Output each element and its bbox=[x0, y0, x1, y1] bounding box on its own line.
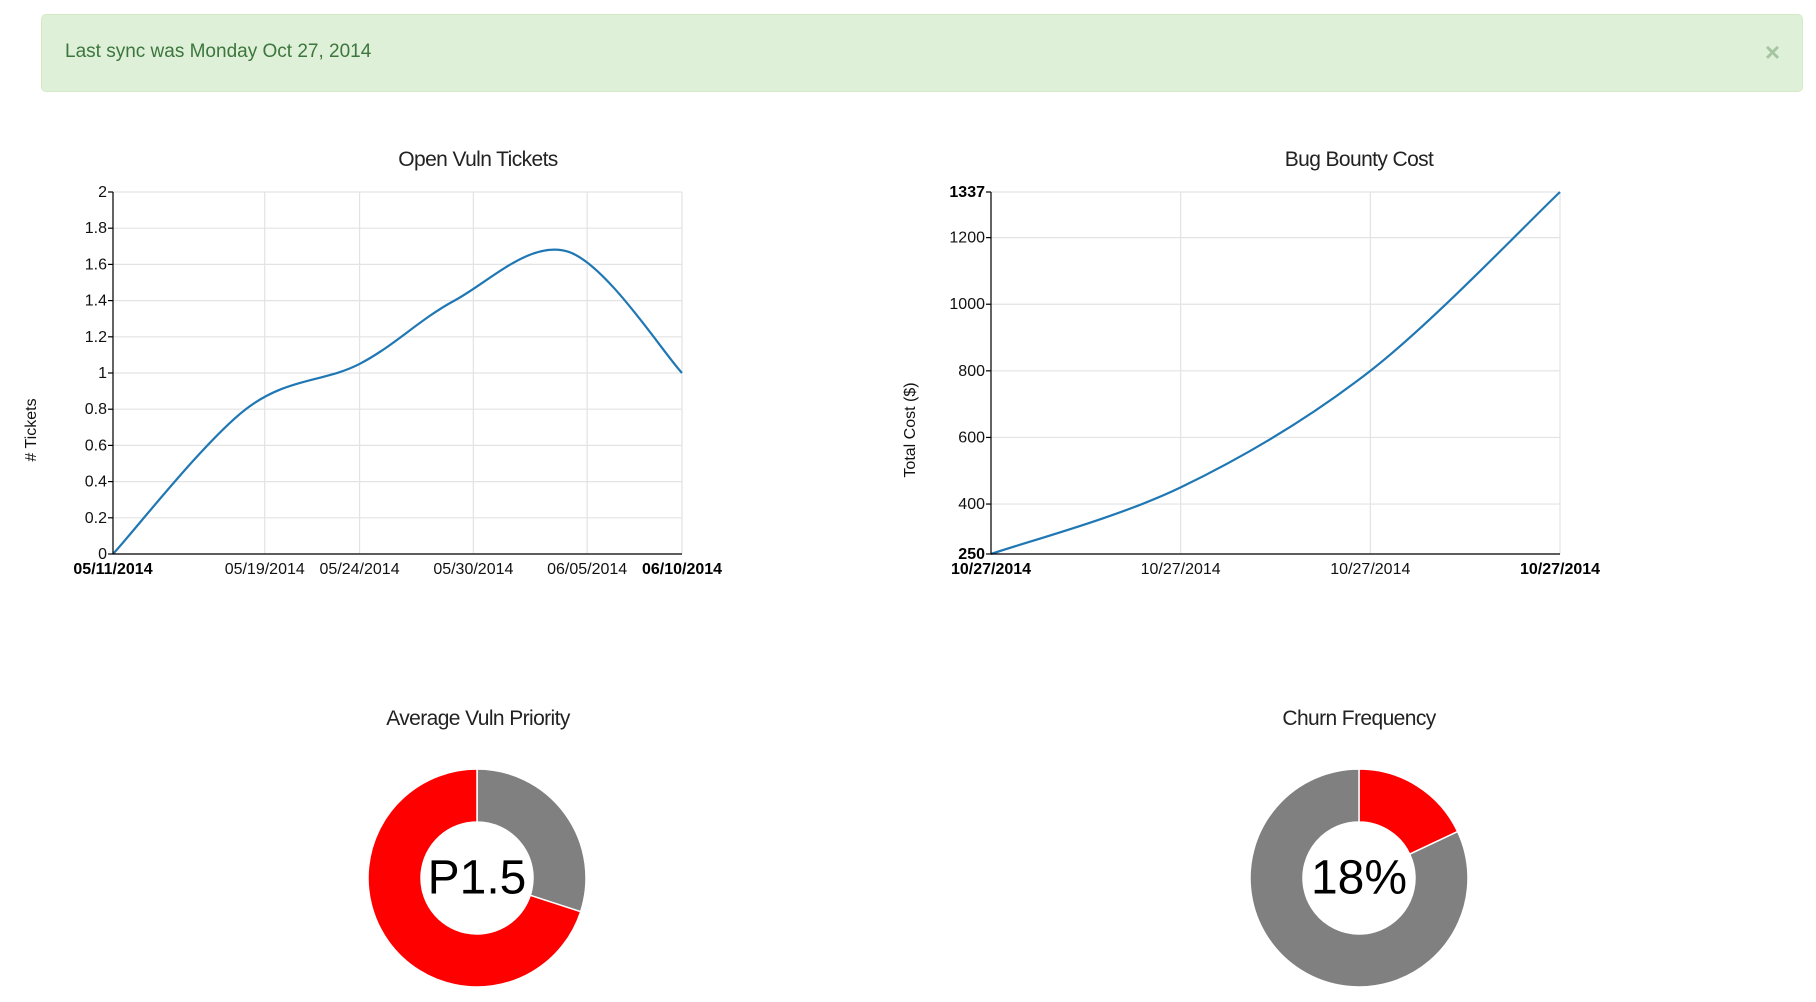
chart-title: Bug Bounty Cost bbox=[1285, 148, 1434, 171]
y-tick-label: 1 bbox=[98, 365, 107, 382]
bug-bounty-cost-chart: Bug Bounty Cost Total Cost ($) 250 400 600… bbox=[902, 148, 1600, 578]
churn-frequency-chart: Churn Frequency 18% bbox=[1249, 707, 1469, 988]
donut-slice-secondary bbox=[476, 768, 587, 913]
open-vuln-tickets-chart: Open Vuln Tickets # Tickets 0 0.2 0.4 0.6 0.… bbox=[23, 148, 722, 578]
series-line bbox=[112, 248, 683, 555]
y-tick-label: 1337 bbox=[949, 184, 985, 201]
donut-slice-secondary bbox=[1249, 768, 1469, 988]
sync-alert-message: Last sync was Monday Oct 27, 2014 bbox=[65, 41, 372, 62]
chart-title: Average Vuln Priority bbox=[386, 707, 571, 730]
y-tick-label: 0.8 bbox=[85, 401, 107, 418]
sync-alert: Last sync was Monday Oct 27, 2014 × bbox=[41, 14, 1803, 92]
x-tick-label: 05/24/2014 bbox=[320, 561, 400, 578]
y-tick-label: 1.4 bbox=[85, 293, 107, 310]
donut-slice-primary bbox=[367, 768, 582, 988]
x-tick-label: 10/27/2014 bbox=[1520, 561, 1600, 578]
y-tick-label: 1.6 bbox=[85, 256, 107, 273]
close-icon[interactable]: × bbox=[1764, 37, 1780, 67]
y-tick-label: 400 bbox=[958, 496, 985, 513]
y-tick-label: 0.6 bbox=[85, 437, 107, 454]
x-tick-label: 06/10/2014 bbox=[642, 561, 722, 578]
x-tick-label: 05/11/2014 bbox=[73, 561, 152, 578]
y-tick-label: 0 bbox=[98, 546, 107, 563]
donut-center-label: 18% bbox=[1311, 852, 1407, 905]
y-axis-label: Total Cost ($) bbox=[902, 382, 919, 477]
chart-title: Churn Frequency bbox=[1282, 707, 1436, 730]
chart-title: Open Vuln Tickets bbox=[398, 148, 558, 171]
y-tick-label: 1200 bbox=[949, 230, 985, 247]
average-vuln-priority-chart: Average Vuln Priority P1.5 bbox=[367, 707, 587, 988]
y-tick-label: 0.2 bbox=[85, 510, 107, 527]
x-tick-label: 05/19/2014 bbox=[225, 561, 305, 578]
y-tick-label: 800 bbox=[958, 363, 985, 380]
y-tick-label: 1000 bbox=[949, 296, 985, 313]
y-tick-label: 600 bbox=[958, 429, 985, 446]
x-tick-label: 05/30/2014 bbox=[433, 561, 513, 578]
y-tick-label: 1.8 bbox=[85, 220, 107, 237]
y-tick-label: 2 bbox=[98, 184, 107, 201]
donut-center-label: P1.5 bbox=[428, 852, 527, 905]
y-tick-label: 0.4 bbox=[85, 474, 107, 491]
x-tick-label: 06/05/2014 bbox=[547, 561, 627, 578]
y-axis-label: # Tickets bbox=[23, 398, 40, 461]
y-tick-label: 1.2 bbox=[85, 329, 107, 346]
x-tick-label: 10/27/2014 bbox=[951, 561, 1031, 578]
series-line bbox=[990, 191, 1561, 556]
x-tick-label: 10/27/2014 bbox=[1141, 561, 1221, 578]
y-tick-label: 250 bbox=[958, 546, 985, 563]
x-tick-label: 10/27/2014 bbox=[1330, 561, 1410, 578]
